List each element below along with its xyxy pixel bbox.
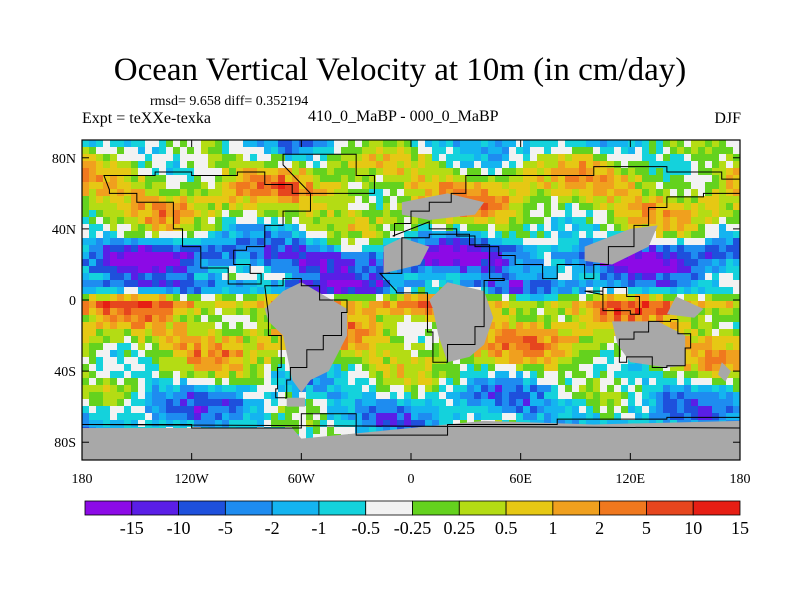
x-tick-label: 0	[408, 472, 415, 487]
x-tick-label: 120W	[175, 472, 210, 487]
colorbar-label: 5	[642, 518, 651, 538]
colorbar-swatch	[458, 500, 507, 516]
colorbar-swatch	[84, 500, 133, 516]
x-tick-label: 60W	[288, 472, 316, 487]
season-label: DJF	[714, 110, 741, 127]
colorbar-label: -2	[265, 518, 280, 538]
land-mask	[82, 193, 740, 460]
colorbar-label: 0.5	[495, 518, 518, 538]
x-tick-label: 180	[730, 472, 751, 487]
chart-title: Ocean Vertical Velocity at 10m (in cm/da…	[113, 52, 687, 88]
colorbar-label: 0.25	[444, 518, 476, 538]
y-tick-label: 80N	[52, 152, 76, 167]
colorbar: -15 -10 -5 -2 -1 -0.5 -0.25 0.25 0.5 1 2 5 10 15	[84, 500, 749, 538]
comparison-label: 410_0_MaBP - 000_0_MaBP	[308, 108, 499, 125]
y-tick-label: 40N	[52, 223, 76, 238]
y-tick-label: 0	[69, 294, 76, 309]
colorbar-label: 15	[731, 518, 749, 538]
colorbar-swatch	[646, 500, 694, 516]
colorbar-label: -10	[167, 518, 191, 538]
colorbar-label: -0.5	[351, 518, 380, 538]
colorbar-swatch	[552, 500, 601, 516]
y-tick-label: 40S	[54, 365, 76, 380]
x-tick-label: 180	[72, 472, 93, 487]
colorbar-swatch	[131, 500, 179, 516]
stats-label: rmsd= 9.658 diff= 0.352194	[150, 94, 309, 109]
x-tick-label: 60E	[509, 472, 532, 487]
colorbar-swatch	[271, 500, 320, 516]
colorbar-swatch	[178, 500, 226, 516]
colorbar-swatch	[224, 500, 273, 516]
colorbar-label: -5	[218, 518, 233, 538]
colorbar-label: -1	[311, 518, 326, 538]
colorbar-label: 2	[595, 518, 604, 538]
colorbar-swatch	[365, 500, 413, 516]
map-axes: 180 120W 60W 0 60E 120E 180 80N 40N 0 40S 80S	[52, 140, 751, 487]
x-tick-label: 120E	[616, 472, 646, 487]
colorbar-label: -15	[120, 518, 144, 538]
colorbar-swatch	[599, 500, 647, 516]
experiment-label: Expt = teXXe-texka	[82, 110, 211, 127]
y-tick-label: 80S	[54, 436, 76, 451]
colorbar-label: -0.25	[394, 518, 432, 538]
velocity-field	[82, 140, 740, 460]
colorbar-swatch	[318, 500, 367, 516]
colorbar-label: 10	[684, 518, 702, 538]
colorbar-label: 1	[548, 518, 557, 538]
colorbar-swatch	[692, 500, 741, 516]
colorbar-swatch	[505, 500, 554, 516]
coastline	[82, 153, 740, 436]
colorbar-swatch	[412, 500, 460, 516]
